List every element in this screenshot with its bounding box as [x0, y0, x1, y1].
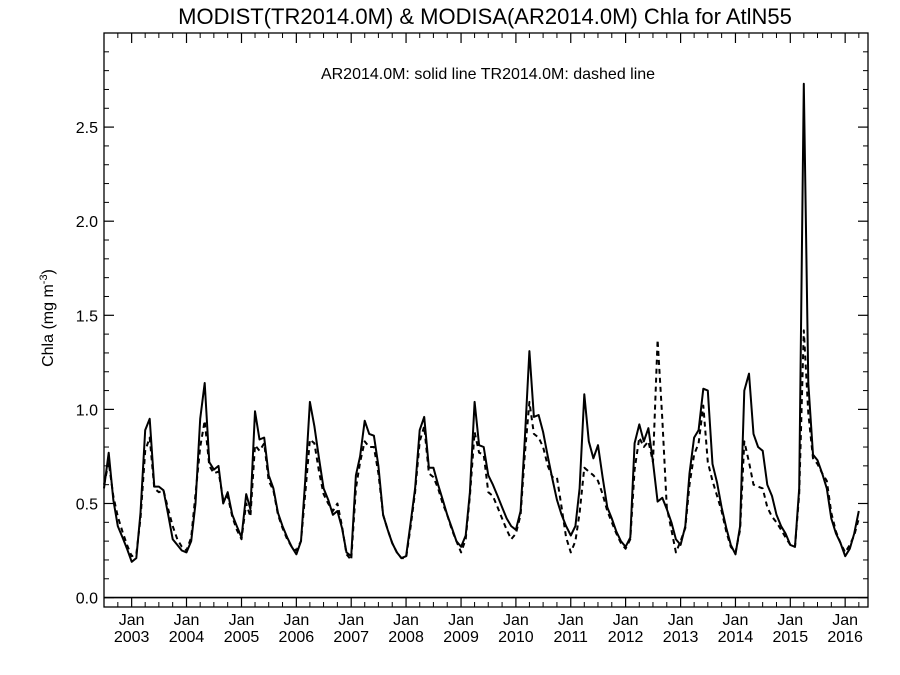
x-tick-label-year: 2007	[333, 629, 369, 646]
x-tick-label-month: Jan	[668, 612, 694, 629]
x-tick-label-year: 2010	[498, 629, 534, 646]
y-tick-label: 1.0	[76, 402, 98, 419]
y-tick-label: 1.5	[76, 308, 98, 325]
x-tick-label-year: 2005	[224, 629, 260, 646]
y-tick-label: 0.5	[76, 496, 98, 513]
x-tick-label-month: Jan	[119, 612, 145, 629]
series-line-tr2014-0m	[103, 329, 860, 561]
legend-note: AR2014.0M: solid line TR2014.0M: dashed …	[321, 66, 655, 83]
x-tick-label-year: 2014	[718, 629, 754, 646]
x-tick-label-month: Jan	[229, 612, 255, 629]
x-tick-label-month: Jan	[723, 612, 749, 629]
x-tick-label-month: Jan	[283, 612, 309, 629]
series-group	[103, 82, 860, 563]
x-axis-ticks: Jan2003Jan2004Jan2005Jan2006Jan2007Jan20…	[114, 33, 863, 646]
chart-title: MODIST(TR2014.0M) & MODISA(AR2014.0M) Ch…	[178, 4, 792, 29]
y-axis-label-superscript: -3	[38, 274, 50, 284]
x-tick-label-year: 2004	[169, 629, 205, 646]
x-tick-label-month: Jan	[832, 612, 858, 629]
x-tick-label-year: 2013	[663, 629, 699, 646]
y-tick-label: 2.5	[76, 120, 98, 137]
x-tick-label-month: Jan	[448, 612, 474, 629]
x-tick-label-month: Jan	[613, 612, 639, 629]
x-tick-label-year: 2015	[773, 629, 809, 646]
x-tick-label-year: 2009	[443, 629, 479, 646]
y-tick-label: 2.0	[76, 214, 98, 231]
x-tick-label-month: Jan	[174, 612, 200, 629]
x-tick-label-year: 2016	[827, 629, 863, 646]
y-axis-label-main: Chla (mg m	[40, 284, 57, 367]
x-tick-label-month: Jan	[777, 612, 803, 629]
x-tick-label-month: Jan	[338, 612, 364, 629]
x-tick-label-month: Jan	[503, 612, 529, 629]
x-tick-label-month: Jan	[393, 612, 419, 629]
y-axis-label-close: )	[40, 269, 57, 274]
x-tick-label-year: 2006	[279, 629, 315, 646]
y-tick-label: 0.0	[76, 591, 98, 608]
y-axis-label: Chla (mg m-3)	[38, 269, 57, 367]
plot-frame	[103, 32, 869, 608]
x-tick-label-year: 2003	[114, 629, 150, 646]
x-tick-label-month: Jan	[558, 612, 584, 629]
x-tick-label-year: 2011	[554, 629, 589, 646]
y-axis-ticks: 0.0 0.5 1.0 1.5 2.0 2.5	[76, 51, 868, 608]
x-tick-label-year: 2008	[388, 629, 424, 646]
x-tick-label-year: 2012	[608, 629, 644, 646]
